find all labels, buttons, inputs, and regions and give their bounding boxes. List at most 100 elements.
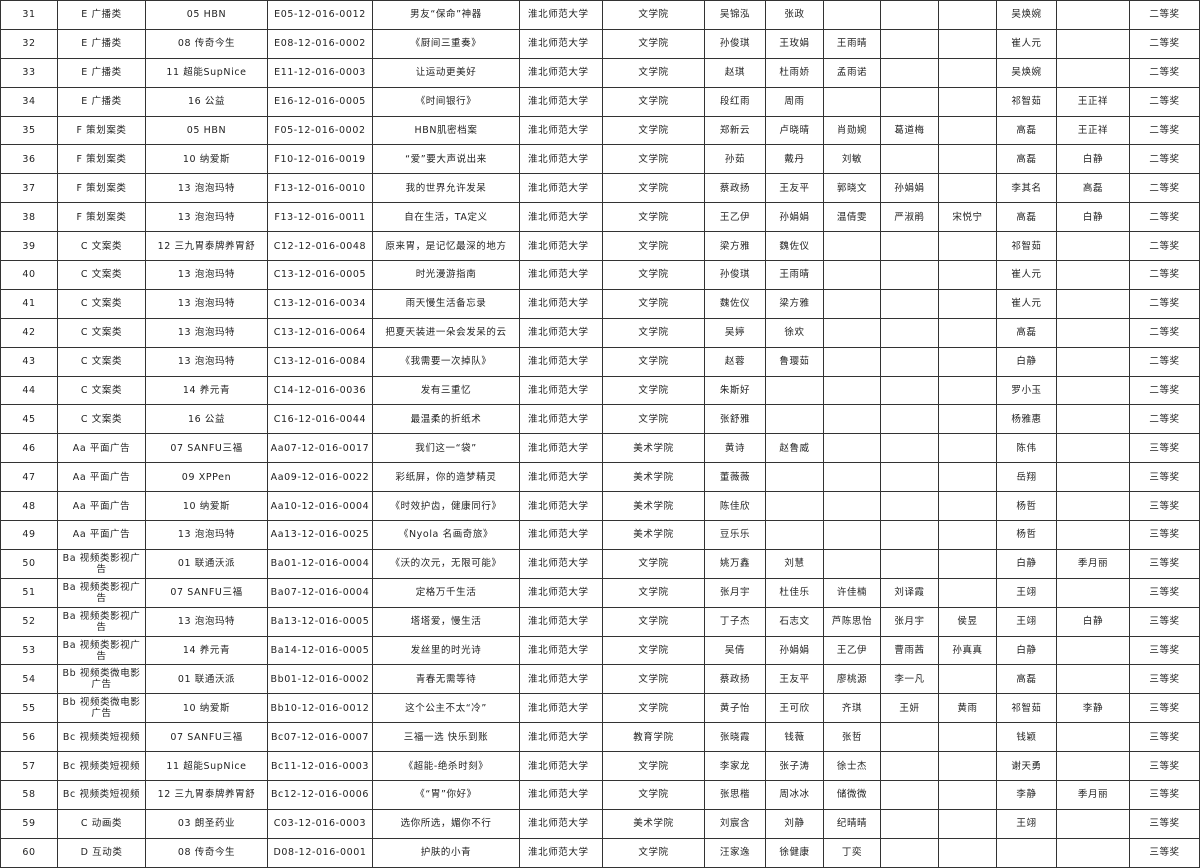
school-cell: 淮北师范大学 bbox=[519, 144, 603, 175]
member-4-cell bbox=[880, 837, 939, 868]
member-1-cell: 豆乐乐 bbox=[704, 520, 766, 550]
advisor-1-cell: 高磊 bbox=[996, 202, 1057, 233]
member-3-cell bbox=[823, 86, 881, 117]
work-title-cell: 让运动更美好 bbox=[372, 57, 520, 88]
member-1-cell: 王乙伊 bbox=[704, 202, 766, 233]
category-cell: C 文案类 bbox=[57, 375, 146, 406]
award-level-cell: 二等奖 bbox=[1129, 173, 1200, 204]
category-cell: Bc 视频类短视频 bbox=[57, 780, 146, 810]
table-row: 41 C 文案类 13 泡泡玛特 C13-12-016-0034 雨天慢生活备忘录 淮北师… bbox=[0, 288, 1200, 319]
row-number-cell: 40 bbox=[0, 260, 58, 290]
entry-code-cell: Bc07-12-016-0007 bbox=[267, 722, 373, 753]
member-2-cell: 杜佳乐 bbox=[765, 577, 824, 608]
award-level-cell: 三等奖 bbox=[1129, 693, 1200, 724]
member-5-cell bbox=[938, 375, 997, 406]
category-cell: Bc 视频类短视频 bbox=[57, 751, 146, 782]
advisor-2-cell: 白静 bbox=[1056, 202, 1130, 233]
table-row: 48 Aa 平面广告 10 纳爱斯 Aa10-12-016-0004 《时效护齿，健康同… bbox=[0, 491, 1200, 522]
advisor-2-cell: 王正祥 bbox=[1056, 86, 1130, 117]
college-cell: 文学院 bbox=[602, 57, 705, 88]
advisor-2-cell bbox=[1056, 808, 1130, 839]
member-4-cell: 王妍 bbox=[880, 693, 939, 724]
table-row: 43 C 文案类 13 泡泡玛特 C13-12-016-0084 《我需要一次掉队》 淮北… bbox=[0, 346, 1200, 377]
advisor-1-cell: 杨哲 bbox=[996, 491, 1057, 522]
member-1-cell: 李家龙 bbox=[704, 751, 766, 782]
advisor-2-cell bbox=[1056, 520, 1130, 550]
row-number-cell: 59 bbox=[0, 808, 58, 839]
member-4-cell bbox=[880, 144, 939, 175]
table-row: 57 Bc 视频类短视频 11 超能SupNice Bc11-12-016-0003 《… bbox=[0, 751, 1200, 782]
brand-cell: 16 公益 bbox=[145, 404, 268, 435]
brand-cell: 13 泡泡玛特 bbox=[145, 606, 268, 637]
advisor-2-cell bbox=[1056, 231, 1130, 262]
category-cell: Ba 视频类影视广告 bbox=[57, 606, 146, 637]
school-cell: 淮北师范大学 bbox=[519, 635, 603, 666]
work-title-cell: 《时间银行》 bbox=[372, 86, 520, 117]
category-cell: Aa 平面广告 bbox=[57, 520, 146, 550]
college-cell: 文学院 bbox=[602, 404, 705, 435]
member-3-cell bbox=[823, 491, 881, 522]
work-title-cell: “爱”要大声说出来 bbox=[372, 144, 520, 175]
entry-code-cell: Aa10-12-016-0004 bbox=[267, 491, 373, 522]
brand-cell: 09 XPPen bbox=[145, 462, 268, 493]
member-5-cell bbox=[938, 433, 997, 464]
category-cell: E 广播类 bbox=[57, 28, 146, 59]
category-cell: F 策划案类 bbox=[57, 173, 146, 204]
entry-code-cell: Ba07-12-016-0004 bbox=[267, 577, 373, 608]
advisor-2-cell bbox=[1056, 346, 1130, 377]
member-5-cell bbox=[938, 86, 997, 117]
row-number-cell: 46 bbox=[0, 433, 58, 464]
table-row: 47 Aa 平面广告 09 XPPen Aa09-12-016-0022 彩纸屏，你的造… bbox=[0, 462, 1200, 493]
advisor-2-cell bbox=[1056, 751, 1130, 782]
member-1-cell: 段红雨 bbox=[704, 86, 766, 117]
member-4-cell bbox=[880, 260, 939, 290]
work-title-cell: 彩纸屏，你的造梦精灵 bbox=[372, 462, 520, 493]
advisor-2-cell bbox=[1056, 433, 1130, 464]
award-level-cell: 二等奖 bbox=[1129, 375, 1200, 406]
table-row: 46 Aa 平面广告 07 SANFU三福 Aa07-12-016-0017 我们这一“… bbox=[0, 433, 1200, 464]
category-cell: C 动画类 bbox=[57, 808, 146, 839]
work-title-cell: 《时效护齿，健康同行》 bbox=[372, 491, 520, 522]
award-level-cell: 二等奖 bbox=[1129, 288, 1200, 319]
school-cell: 淮北师范大学 bbox=[519, 173, 603, 204]
work-title-cell: HBN肌密档案 bbox=[372, 115, 520, 146]
advisor-2-cell: 季月丽 bbox=[1056, 780, 1130, 810]
work-title-cell: 时光漫游指南 bbox=[372, 260, 520, 290]
member-1-cell: 朱斯好 bbox=[704, 375, 766, 406]
advisor-1-cell: 吴焕婉 bbox=[996, 57, 1057, 88]
member-1-cell: 刘宸含 bbox=[704, 808, 766, 839]
work-title-cell: 我的世界允许发呆 bbox=[372, 173, 520, 204]
brand-cell: 10 纳爱斯 bbox=[145, 491, 268, 522]
advisor-2-cell bbox=[1056, 317, 1130, 348]
work-title-cell: 《超能-绝杀时刻》 bbox=[372, 751, 520, 782]
school-cell: 淮北师范大学 bbox=[519, 751, 603, 782]
member-2-cell: 王友平 bbox=[765, 664, 824, 695]
category-cell: Bb 视频类微电影广告 bbox=[57, 664, 146, 695]
college-cell: 文学院 bbox=[602, 28, 705, 59]
work-title-cell: 自在生活，TA定义 bbox=[372, 202, 520, 233]
advisor-1-cell: 崔人元 bbox=[996, 28, 1057, 59]
entry-code-cell: E08-12-016-0002 bbox=[267, 28, 373, 59]
advisor-2-cell: 高磊 bbox=[1056, 173, 1130, 204]
member-1-cell: 张晓霞 bbox=[704, 722, 766, 753]
member-3-cell bbox=[823, 433, 881, 464]
member-1-cell: 吴婷 bbox=[704, 317, 766, 348]
category-cell: C 文案类 bbox=[57, 317, 146, 348]
member-4-cell bbox=[880, 780, 939, 810]
table-row: 54 Bb 视频类微电影广告 01 联通沃派 Bb01-12-016-0002 青春无需… bbox=[0, 664, 1200, 695]
advisor-2-cell: 白静 bbox=[1056, 606, 1130, 637]
brand-cell: 13 泡泡玛特 bbox=[145, 317, 268, 348]
row-number-cell: 52 bbox=[0, 606, 58, 637]
member-2-cell: 孙娟娟 bbox=[765, 202, 824, 233]
member-4-cell: 曹雨茜 bbox=[880, 635, 939, 666]
work-title-cell: 把夏天装进一朵会发呆的云 bbox=[372, 317, 520, 348]
member-4-cell bbox=[880, 317, 939, 348]
award-level-cell: 二等奖 bbox=[1129, 115, 1200, 146]
table-row: 50 Ba 视频类影视广告 01 联通沃派 Ba01-12-016-0004 《沃的次元… bbox=[0, 548, 1200, 579]
college-cell: 文学院 bbox=[602, 260, 705, 290]
member-4-cell bbox=[880, 28, 939, 59]
award-level-cell: 三等奖 bbox=[1129, 664, 1200, 695]
member-3-cell bbox=[823, 231, 881, 262]
college-cell: 文学院 bbox=[602, 202, 705, 233]
advisor-1-cell: 白静 bbox=[996, 635, 1057, 666]
